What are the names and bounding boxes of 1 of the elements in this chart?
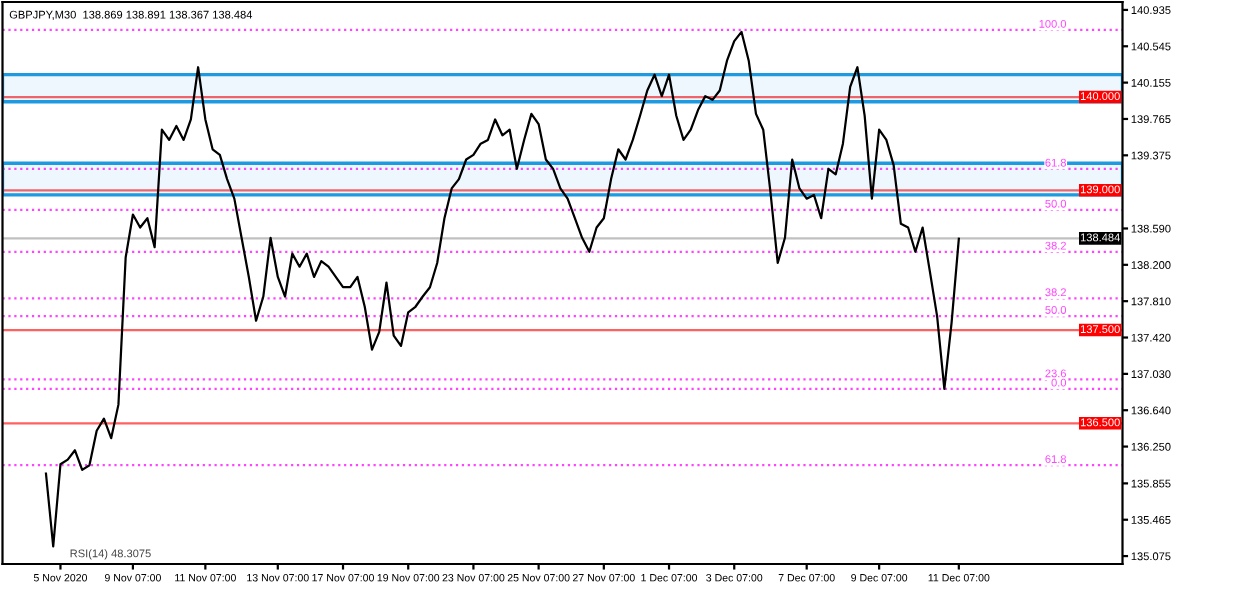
line-series — [44, 30, 960, 548]
